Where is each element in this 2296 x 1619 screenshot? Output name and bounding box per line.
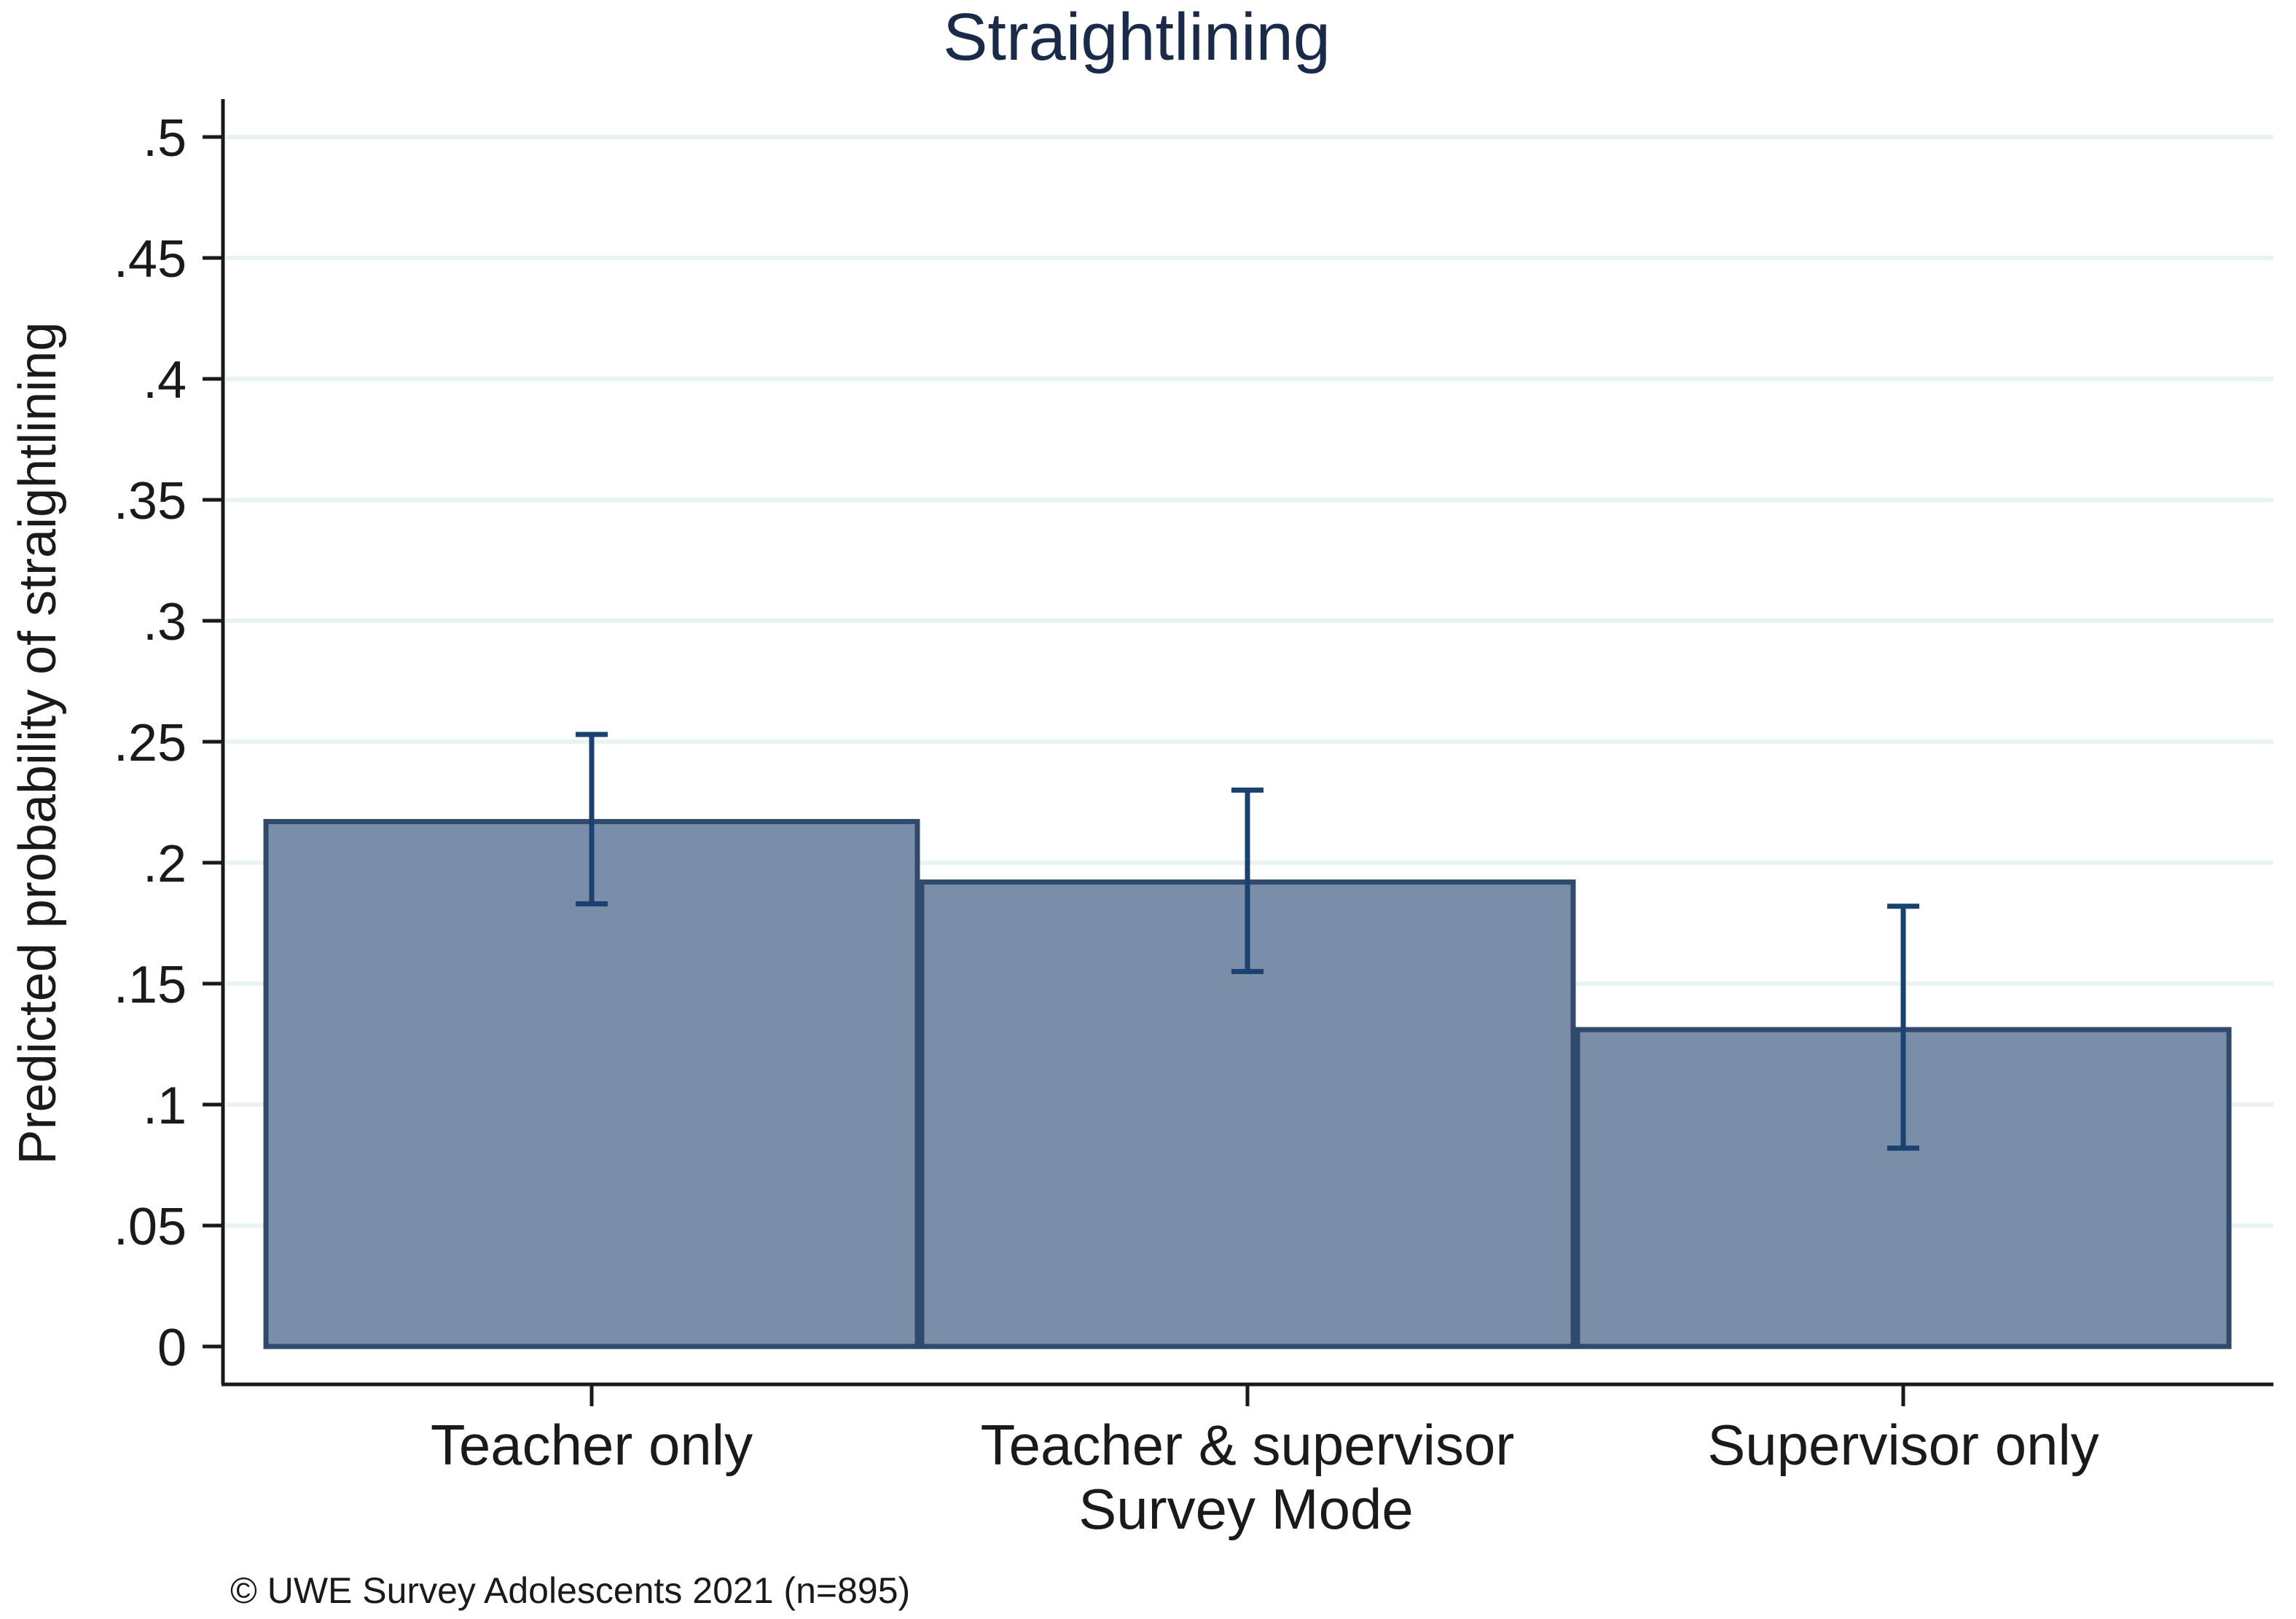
y-tick-label: .15: [114, 956, 187, 1014]
x-tick-label: Teacher & supervisor: [981, 1413, 1515, 1477]
y-tick-label: .45: [114, 230, 187, 289]
y-tick-label: .2: [143, 835, 187, 893]
error-bars: [576, 732, 1919, 1151]
y-tick-label: .5: [143, 109, 187, 168]
chart-title: Straightlining: [943, 0, 1331, 74]
y-axis-label: Predicted probability of straightlining: [9, 322, 67, 1165]
y-tick-label: .35: [114, 472, 187, 530]
x-tick-label: Teacher only: [431, 1413, 753, 1477]
y-tick-label: .3: [143, 593, 187, 651]
y-tick-label: .1: [143, 1077, 187, 1135]
source-note: © UWE Survey Adolescents 2021 (n=895): [230, 1570, 910, 1611]
y-tick-label: .05: [114, 1198, 187, 1256]
bars: [263, 819, 2232, 1349]
x-ticks: Teacher only Teacher & supervisor Supervis…: [431, 1384, 2099, 1477]
y-tick-label: 0: [157, 1319, 187, 1377]
y-ticks: 0 .05 .1 .15 .2 .25 .3 .35 .4 .45 .5: [114, 109, 223, 1377]
bar: [1575, 1027, 2232, 1349]
y-tick-label: .25: [114, 714, 187, 772]
y-tick-label: .4: [143, 351, 187, 409]
x-axis-label: Survey Mode: [1078, 1477, 1414, 1541]
x-tick-label: Supervisor only: [1707, 1413, 2099, 1477]
